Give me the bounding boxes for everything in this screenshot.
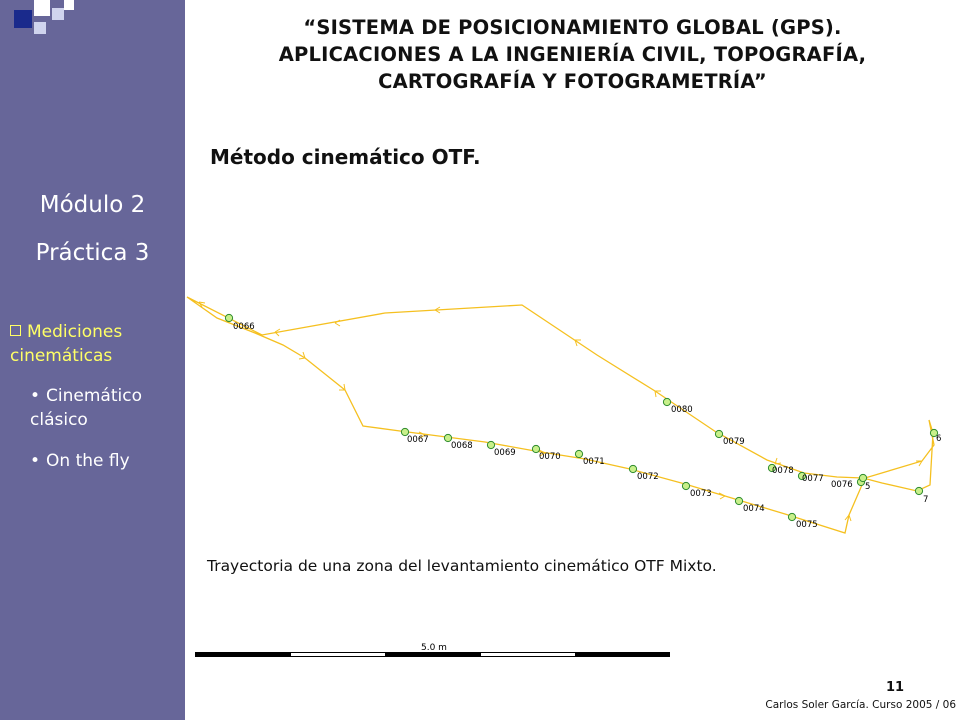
survey-point-marker: [797, 471, 807, 481]
scale-label: 5.0 m: [421, 643, 447, 653]
title-line-3: CARTOGRAFÍA Y FOTOGRAMETRÍA”: [378, 70, 767, 93]
survey-point-marker: [531, 444, 541, 454]
checkbox-bullet-icon: [10, 325, 21, 336]
survey-point-label: 6: [936, 434, 941, 444]
author-credit: Carlos Soler García. Curso 2005 / 06: [765, 699, 956, 711]
page-title: “SISTEMA DE POSICIONAMIENTO GLOBAL (GPS)…: [185, 14, 960, 95]
survey-point-marker: [574, 449, 584, 459]
survey-point-marker: [628, 464, 638, 474]
nav-section-label: Mediciones cinemáticas: [10, 322, 123, 366]
survey-point-label: 0068: [451, 441, 473, 451]
survey-point-marker: [681, 481, 691, 491]
survey-point-marker: [224, 313, 234, 323]
survey-point-marker: [734, 496, 744, 506]
survey-point-label: 0078: [772, 466, 794, 476]
survey-point-label: 0069: [494, 448, 516, 458]
survey-point-label: 0066: [233, 322, 255, 332]
survey-point-label: 0075: [796, 520, 818, 530]
slide-subtitle: Método cinemático OTF.: [210, 145, 481, 169]
direction-arrows: [198, 301, 923, 522]
survey-point-label: 0074: [743, 504, 765, 514]
scale-bar-segment: [291, 653, 385, 656]
bullet-icon: •: [30, 386, 41, 406]
trajectory-path: [186, 296, 935, 534]
survey-point-marker: [486, 440, 496, 450]
survey-point-marker: [787, 512, 797, 522]
survey-points: 0066 0067 0068 0069 0070 0071 0072 0073 0074 0075…: [224, 313, 941, 530]
survey-point-label: 7: [923, 495, 928, 505]
survey-point-marker: [767, 463, 777, 473]
survey-point-label: 0080: [671, 405, 693, 415]
scale-bar-outline: [195, 652, 670, 657]
scale-bar-segment: [481, 653, 575, 656]
survey-point-label: 0079: [723, 437, 745, 447]
scale-bar: 5.0 m: [195, 643, 670, 657]
logo-square-2: [34, 0, 50, 16]
logo-square-5: [64, 0, 74, 10]
practice-label: Práctica 3: [35, 240, 150, 266]
page-number: 11: [885, 680, 905, 695]
survey-point-label: 5: [865, 482, 870, 492]
title-line-2: APLICACIONES A LA INGENIERÍA CIVIL, TOPO…: [278, 43, 867, 66]
nav-item-label: Cinemático clásico: [30, 386, 142, 430]
nav-item-label: On the fly: [46, 451, 130, 471]
survey-point-marker: [443, 433, 453, 443]
survey-point-label: 0073: [690, 489, 712, 499]
survey-point-label: 0072: [637, 472, 659, 482]
survey-point-label: 0067: [407, 435, 429, 445]
bullet-icon: •: [30, 451, 41, 471]
survey-point-marker: [914, 486, 924, 496]
title-line-1: “SISTEMA DE POSICIONAMIENTO GLOBAL (GPS)…: [303, 16, 842, 39]
trajectory-diagram: 0066 0067 0068 0069 0070 0071 0072 0073 0074 0075…: [186, 296, 941, 534]
survey-point-label: 0077: [802, 474, 824, 484]
logo-square-1: [14, 10, 32, 28]
nav-item-on-the-fly[interactable]: • On the fly: [30, 449, 180, 473]
survey-point-marker: [662, 397, 672, 407]
sidebar: Módulo 2 Práctica 3 Mediciones cinemátic…: [0, 0, 185, 720]
module-label: Módulo 2: [39, 192, 146, 218]
logo-square-4: [34, 22, 46, 34]
survey-point-marker: [929, 428, 939, 438]
survey-point-label: 0071: [583, 457, 605, 467]
survey-point-marker: [400, 427, 410, 437]
nav-item-cinematico-clasico[interactable]: • Cinemático clásico: [30, 384, 180, 432]
survey-point-label: 0076: [831, 480, 853, 490]
survey-point-label: 0070: [539, 452, 561, 462]
logo-square-3: [52, 8, 64, 20]
survey-point-marker: [714, 429, 724, 439]
survey-point-marker: [858, 473, 868, 483]
figure-caption: Trayectoria de una zona del levantamient…: [207, 557, 717, 575]
nav-section-mediciones[interactable]: Mediciones cinemáticas: [10, 320, 180, 368]
